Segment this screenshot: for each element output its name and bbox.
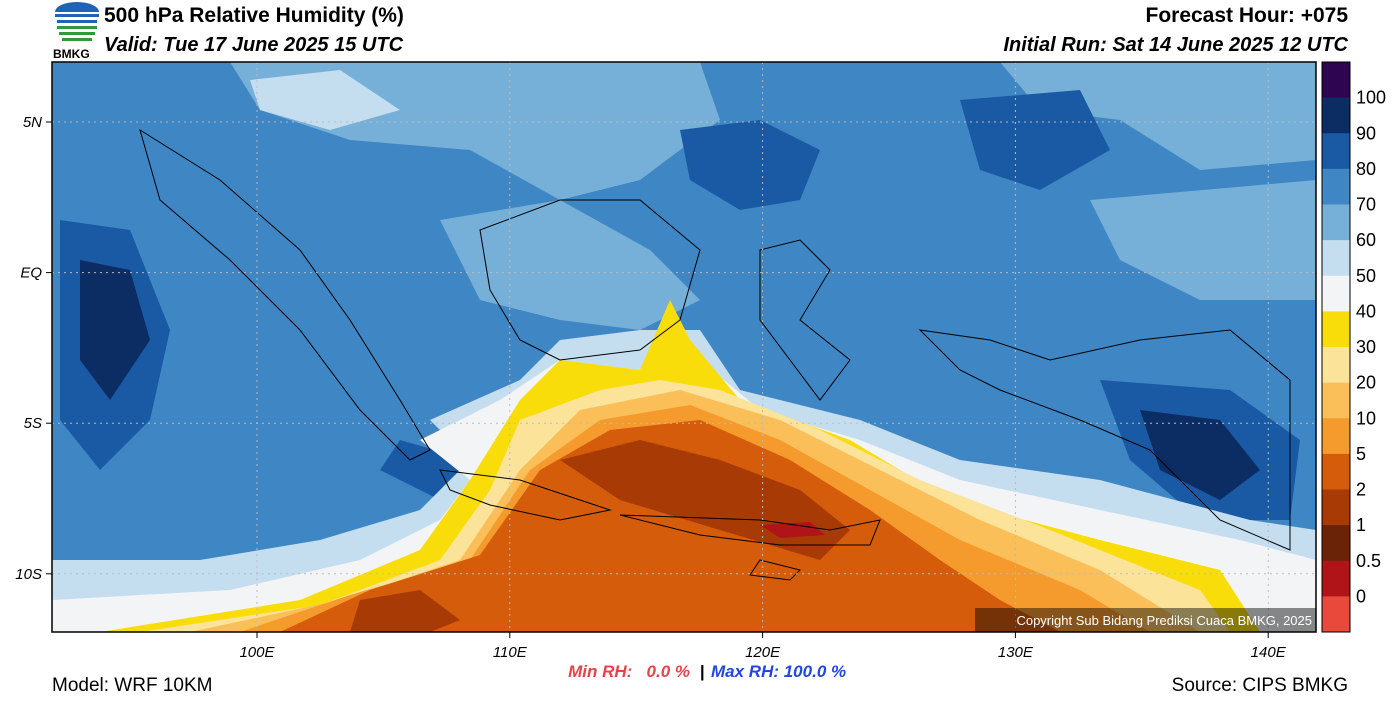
copyright: Copyright Sub Bidang Prediksi Cuaca BMKG… (1016, 613, 1312, 628)
colorbar-segment (1322, 382, 1350, 419)
bmkg-logo (55, 2, 99, 41)
colorbar-segment (1322, 62, 1350, 99)
colorbar-segment (1322, 204, 1350, 241)
min-rh: Min RH: 0.0 % (568, 662, 690, 681)
source: Source: CIPS BMKG (1172, 675, 1348, 696)
colorbar-label: 20 (1356, 373, 1376, 393)
copyright-box (975, 608, 1316, 632)
lon-label: 140E (1251, 644, 1287, 661)
max-rh: Max RH: 100.0 % (711, 662, 846, 681)
colorbar-segment (1322, 97, 1350, 134)
colorbar-label: 1 (1356, 515, 1366, 535)
colorbar-segment (1322, 168, 1350, 205)
lon-label: 130E (998, 644, 1034, 661)
colorbar-segment (1322, 596, 1350, 633)
colorbar-segment (1322, 560, 1350, 597)
colorbar-label: 30 (1356, 337, 1376, 357)
lat-label: 5S (24, 415, 42, 432)
colorbar-frame (1321, 61, 1351, 633)
lon-label: 110E (493, 644, 528, 661)
colorbar-segment (1322, 347, 1350, 384)
lon-label: 100E (239, 644, 275, 661)
colorbar-label: 90 (1356, 123, 1376, 143)
colorbar-segment (1322, 525, 1350, 562)
colorbar-label: 40 (1356, 301, 1376, 321)
forecast-hour: Forecast Hour: +075 (1146, 4, 1349, 27)
colorbar-label: 5 (1356, 444, 1366, 464)
colorbar-segment (1322, 418, 1350, 455)
colorbar-label: 60 (1356, 230, 1376, 250)
colorbar-label: 70 (1356, 195, 1376, 215)
colorbar-label: 50 (1356, 266, 1376, 286)
colorbar-segment (1322, 453, 1350, 490)
title: 500 hPa Relative Humidity (%) (104, 4, 404, 27)
lat-label: 10S (15, 566, 42, 583)
colorbar-label: 100 (1356, 88, 1386, 108)
humidity-field (52, 62, 1316, 632)
graticule: 5N EQ 5S 10S 100E 110E 120E 130E 140E (15, 62, 1316, 661)
colorbar: 100 90 80 70 60 50 40 30 20 10 5 2 1 0.5 0 (1321, 61, 1386, 633)
colorbar-segment (1322, 489, 1350, 526)
lon-label: 120E (745, 644, 781, 661)
colorbar-segment (1322, 133, 1350, 170)
colorbar-label: 0.5 (1356, 551, 1381, 571)
map-frame (51, 61, 1317, 633)
initial-run: Initial Run: Sat 14 June 2025 12 UTC (1003, 34, 1348, 56)
colorbar-segment (1322, 240, 1350, 277)
colorbar-label: 10 (1356, 408, 1376, 428)
colorbar-segment (1322, 311, 1350, 348)
lat-label: 5N (23, 114, 42, 131)
valid-time: Valid: Tue 17 June 2025 15 UTC (104, 34, 404, 56)
separator: | (700, 662, 705, 681)
coastlines (139, 128, 1291, 581)
colorbar-segment (1322, 275, 1350, 312)
colorbar-label: 2 (1356, 480, 1366, 500)
lat-label: EQ (20, 265, 42, 282)
model: Model: WRF 10KM (52, 675, 212, 696)
logo-text: BMKG (53, 47, 90, 61)
colorbar-label: 80 (1356, 159, 1376, 179)
colorbar-label: 0 (1356, 586, 1366, 606)
